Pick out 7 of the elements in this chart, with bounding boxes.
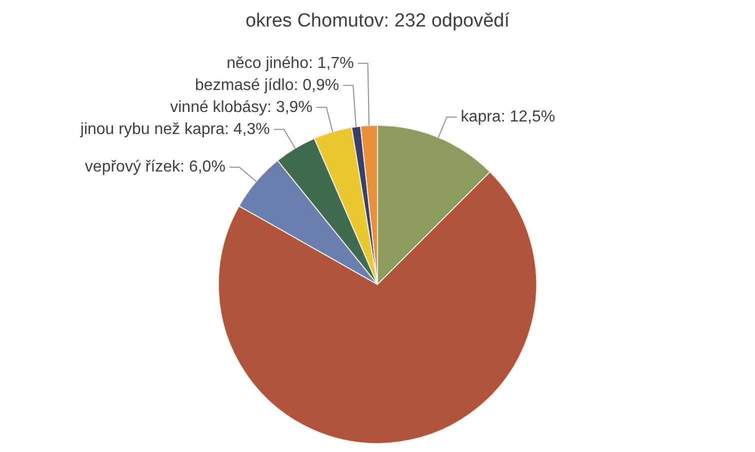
slice-label: bezmasé jídlo: 0,9%	[195, 76, 340, 94]
slice-label: vinné klobásy: 3,9%	[170, 98, 312, 116]
chart-title: okres Chomutov: 232 odpovědí	[245, 10, 510, 32]
slice-label: jinou rybu než kapra: 4,3%	[79, 120, 270, 138]
slice-label: kapra: 12,5%	[460, 108, 556, 126]
slice-label: vepřový řízek: 6,0%	[84, 158, 226, 176]
slice-label: něco jiného: 1,7%	[226, 54, 354, 72]
